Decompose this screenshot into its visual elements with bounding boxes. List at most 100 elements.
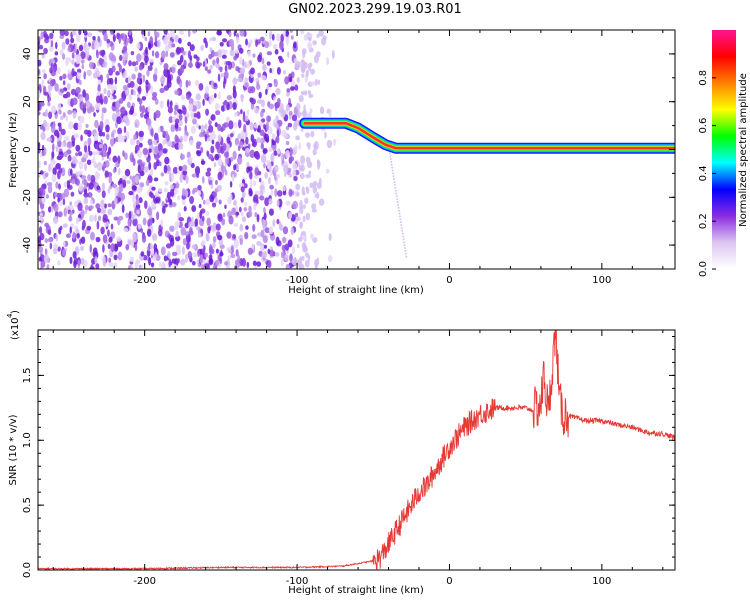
spectrogram-noise-blob [325,57,330,66]
spectrogram-noise-blob [224,204,227,210]
spectrogram-noise-blob [304,197,309,205]
spectrogram-noise-blob [290,35,294,40]
spectrogram-noise-blob [146,248,151,258]
spectrogram-noise-blob [249,39,253,45]
spectrogram-noise-blob [176,108,182,113]
spectrogram-noise-blob [253,105,257,112]
spectrogram-noise-blob [95,171,100,180]
spectrogram-noise-blob [107,243,111,250]
spectrogram-noise-blob [332,138,337,146]
spectrogram-noise-blob [226,95,233,101]
spectrogram-noise-blob [168,258,172,268]
spectrogram-noise-blob [186,241,190,250]
spectrogram-noise-blob [281,158,285,165]
spectrogram-noise-blob [80,209,85,218]
spectrogram-noise-blob [137,85,142,95]
spectrogram-noise-blob [43,147,47,156]
spectrogram-noise-blob [40,31,44,40]
spectrogram-noise-blob [275,135,280,144]
spectrogram-noise-blob [167,251,171,259]
spectrogram-noise-blob [105,133,110,141]
spectrogram-noise-blob [168,40,173,49]
spectrogram-noise-blob [45,194,49,199]
spectrogram-noise-blob [86,69,92,77]
spectrogram-noise-blob [57,122,62,127]
spectrogram-noise-blob [50,124,56,134]
spectrogram-noise-blob [237,119,242,129]
spectrogram-noise-blob [114,76,118,85]
spectrogram-noise-blob [204,252,209,258]
spectrogram-noise-blob [310,233,315,240]
colorbar-tick-label: 0.6 [698,118,709,134]
spectrogram-noise-blob [57,67,61,75]
spectrogram-noise-blob [196,141,202,147]
spectrogram-noise-blob [134,149,138,154]
spectrogram-noise-blob [262,235,268,243]
spectrogram-streak-dot [398,212,401,215]
spectrogram-streak-dot [395,192,398,195]
spectrogram-noise-blob [229,48,235,57]
spectrogram-noise-blob [102,234,108,243]
spectrogram-noise-blob [94,214,97,222]
spectrogram-noise-blob [122,45,128,53]
spectrogram-noise-blob [265,88,268,96]
spectrogram-noise-blob [260,229,265,238]
spectrogram-noise-blob [293,58,298,63]
spectrogram-noise-blob [300,231,307,236]
spectrogram-noise-blob [122,115,129,124]
spectrogram-y-ticks: -40 -20 0 20 40 [22,29,675,270]
spectrogram-noise-blob [219,257,223,265]
spectrogram-noise-blob [226,231,232,239]
spectrogram-noise-blob [200,124,205,133]
spectrogram-noise-blob [81,178,88,186]
spectrogram-noise-blob [38,111,41,116]
spectrogram-noise-blob [62,73,67,80]
spectrogram-streak-dot [392,178,395,181]
spectrogram-noise-blob [55,164,60,170]
spectrogram-noise-blob [208,124,214,133]
spectrogram-noise-blob [70,191,75,197]
spectrogram-streak-dot [399,218,402,221]
spectrogram-noise-blob [191,205,197,212]
spectrogram-noise-blob [269,226,274,235]
spectrogram-noise-blob [129,153,132,162]
spectrogram-noise-blob [145,85,149,94]
spectrogram-noise-blob [116,236,122,242]
spectrogram-noise-blob [128,225,132,231]
spectrogram-noise-blob [180,152,184,161]
spectrogram-noise-blob [279,40,284,51]
spectrogram-streak-dot [394,189,397,192]
spectrogram-noise-blob [38,59,42,67]
spectrogram-streak-dot [393,183,396,186]
spectrogram-noise-blob [130,138,136,146]
spectrogram-noise-blob [124,152,128,161]
spectrogram-noise-blob [292,169,297,178]
spectrogram-noise-blob [81,225,85,231]
spectrogram-noise-blob [214,259,220,267]
spectrogram-noise-blob [92,72,98,79]
spectrogram-noise-blob [294,84,299,91]
spectrogram-noise-blob [136,186,142,194]
spectrogram-noise-blob [213,51,219,57]
spectrogram-noise-blob [181,194,187,200]
spectrogram-noise-blob [39,152,43,158]
spectrogram-noise-blob [73,48,77,54]
spectrogram-noise-blob [259,184,265,190]
spectrogram-noise-blob [170,237,175,247]
spectrogram-noise-blob [170,184,174,190]
spectrogram-noise-blob [299,256,303,262]
spectrogram-noise-blob [84,162,87,171]
spectrogram-y-tick-label: 20 [22,95,33,108]
spectrogram-noise-blob [188,62,193,69]
spectrogram-noise-blob [163,164,168,174]
spectrogram-noise-blob [170,171,175,182]
spectrogram-noise-blob [140,264,144,269]
spectrogram-noise-blob [274,188,278,197]
spectrogram-noise-blob [197,232,202,238]
spectrogram-x-tick-label: 0 [446,275,452,286]
snr-multiplier-close: ) [10,310,21,314]
spectrogram-noise-blob [90,106,95,113]
spectrogram-noise-blob [172,31,175,40]
spectrogram-noise-blob [127,239,132,246]
spectrogram-noise-blob [87,144,91,153]
